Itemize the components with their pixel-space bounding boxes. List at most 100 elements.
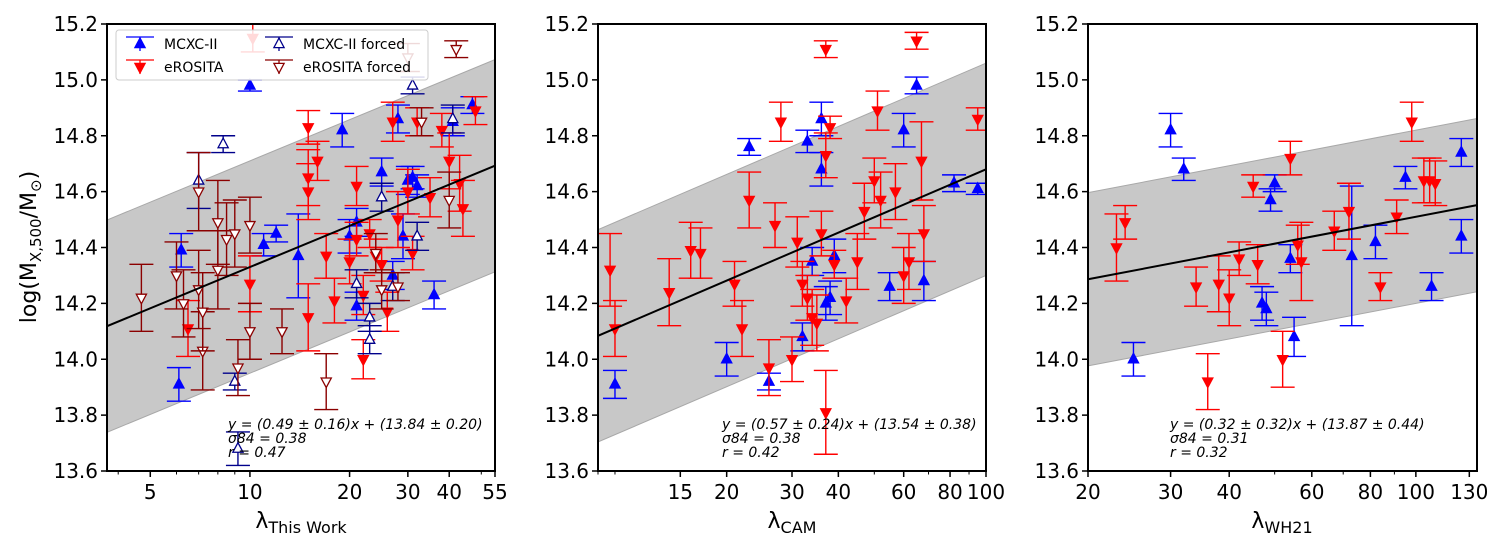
point-erosita-9 bbox=[322, 277, 347, 324]
point-erosita_forced-22 bbox=[444, 40, 469, 59]
data-marker bbox=[915, 156, 928, 169]
point-erosita_forced-16 bbox=[363, 232, 388, 274]
data-marker bbox=[228, 229, 241, 241]
panel-this-work: 13.6 13.8 14.0 14.2 14.4 14.6 14.8 15.0 15.2 5 10 2… bbox=[53, 12, 507, 537]
legend-markers bbox=[126, 36, 293, 75]
data-marker bbox=[805, 313, 819, 325]
data-marker bbox=[302, 123, 315, 135]
x-tick-label: 55 bbox=[482, 480, 507, 504]
data-marker bbox=[443, 156, 456, 169]
y-tick-label: 14.8 bbox=[1034, 124, 1079, 148]
point-erosita-20 bbox=[813, 369, 838, 455]
sigma-value: σ84 = 0.31 bbox=[1170, 431, 1249, 447]
data-marker bbox=[257, 237, 270, 249]
point-mcxc-0 bbox=[1121, 341, 1146, 377]
data-marker bbox=[728, 279, 741, 292]
data-marker bbox=[369, 248, 382, 261]
data-marker bbox=[406, 170, 419, 182]
data-marker bbox=[868, 176, 881, 188]
point-erosita-29 bbox=[463, 95, 488, 126]
data-marker bbox=[791, 237, 804, 250]
point-mcxc-3 bbox=[264, 224, 289, 243]
x-axis-title-sub: This Work bbox=[267, 518, 347, 537]
data-marker bbox=[1284, 153, 1297, 166]
data-marker bbox=[871, 106, 884, 118]
x-axis-title-sub: CAM bbox=[781, 518, 817, 537]
data-marker bbox=[363, 332, 376, 344]
data-marker bbox=[231, 363, 245, 376]
legend-label-erosita-forced: eROSITA forced bbox=[303, 60, 411, 76]
point-erosita-24 bbox=[418, 176, 443, 218]
point-mcxc-2 bbox=[1171, 157, 1196, 182]
data-points bbox=[129, 24, 488, 467]
point-erosita-17 bbox=[1399, 101, 1424, 143]
point-mcxc-14 bbox=[904, 76, 929, 95]
data-marker bbox=[302, 313, 315, 325]
y-tick-label: 14.6 bbox=[544, 180, 589, 204]
point-erosita_forced-12 bbox=[237, 196, 262, 254]
data-marker bbox=[1455, 145, 1468, 157]
data-marker bbox=[743, 139, 756, 152]
data-marker bbox=[135, 293, 148, 306]
point-erosita-27 bbox=[865, 90, 890, 131]
data-marker bbox=[762, 363, 776, 376]
fit-annotation: y = (0.49 ± 0.16)x + (13.84 ± 0.20) σ84 … bbox=[227, 417, 483, 461]
point-erosita_forced-2 bbox=[171, 269, 196, 338]
point-mcxc-9 bbox=[369, 157, 394, 187]
data-marker bbox=[1201, 377, 1214, 389]
data-marker bbox=[735, 324, 749, 336]
y-tick-label: 14.6 bbox=[1034, 180, 1079, 204]
point-mcxc-4 bbox=[286, 213, 311, 299]
data-marker bbox=[840, 296, 853, 308]
x-axis-title-main: λ bbox=[768, 509, 781, 534]
data-marker bbox=[1164, 122, 1177, 135]
point-erosita-15 bbox=[1368, 271, 1393, 302]
data-marker bbox=[815, 229, 828, 241]
data-marker bbox=[177, 299, 190, 311]
data-marker bbox=[175, 242, 188, 255]
point-erosita-6 bbox=[730, 299, 755, 358]
point-erosita-6 bbox=[1227, 241, 1252, 277]
y-tick-label: 14.2 bbox=[53, 291, 98, 315]
data-marker bbox=[608, 377, 622, 389]
point-erosita_forced-13 bbox=[237, 302, 262, 360]
data-marker bbox=[396, 228, 410, 241]
point-erosita_forced-19 bbox=[409, 107, 434, 137]
y-tick-label: 14.2 bbox=[1034, 291, 1079, 315]
x-axis-title: λThis Work bbox=[255, 509, 347, 537]
data-marker bbox=[406, 248, 419, 261]
point-erosita_forced-17 bbox=[369, 269, 394, 310]
x-tick-label: 10 bbox=[237, 480, 262, 504]
x-axis-title-sub: WH21 bbox=[1264, 518, 1312, 537]
fit-line-path bbox=[1087, 204, 1478, 281]
data-marker bbox=[410, 178, 424, 191]
data-marker bbox=[231, 441, 245, 453]
data-marker bbox=[1287, 329, 1301, 342]
data-marker bbox=[172, 377, 186, 389]
y-tick-label: 15.0 bbox=[1034, 68, 1079, 92]
y-axis-title: log(MX,500/M⊙) bbox=[17, 171, 45, 323]
data-marker bbox=[363, 309, 376, 322]
point-erosita-5 bbox=[1217, 269, 1242, 327]
data-marker bbox=[1276, 354, 1289, 367]
point-erosita-16 bbox=[1384, 199, 1409, 235]
data-marker bbox=[1177, 161, 1190, 174]
data-marker bbox=[1399, 170, 1412, 182]
y-tick-label: 14.4 bbox=[1034, 236, 1079, 260]
data-marker bbox=[828, 260, 841, 272]
fit-equation: y = (0.49 ± 0.16)x + (13.84 ± 0.20) bbox=[227, 417, 483, 433]
x-tick-label: 100 bbox=[1397, 480, 1435, 504]
legend-label-mcxc-forced: MCXC-II forced bbox=[303, 37, 405, 53]
data-marker bbox=[410, 228, 424, 241]
point-mcxc-11 bbox=[1393, 165, 1418, 190]
point-erosita-30 bbox=[891, 246, 916, 305]
data-marker bbox=[302, 173, 315, 186]
point-erosita-13 bbox=[790, 260, 815, 307]
point-mcxc-13 bbox=[891, 112, 916, 148]
data-marker bbox=[243, 279, 257, 292]
point-erosita_forced-0 bbox=[129, 263, 154, 333]
x-tick-label: 100 bbox=[967, 480, 1005, 504]
data-marker bbox=[1295, 257, 1308, 269]
point-erosita-8 bbox=[756, 338, 781, 397]
data-marker bbox=[805, 254, 819, 266]
